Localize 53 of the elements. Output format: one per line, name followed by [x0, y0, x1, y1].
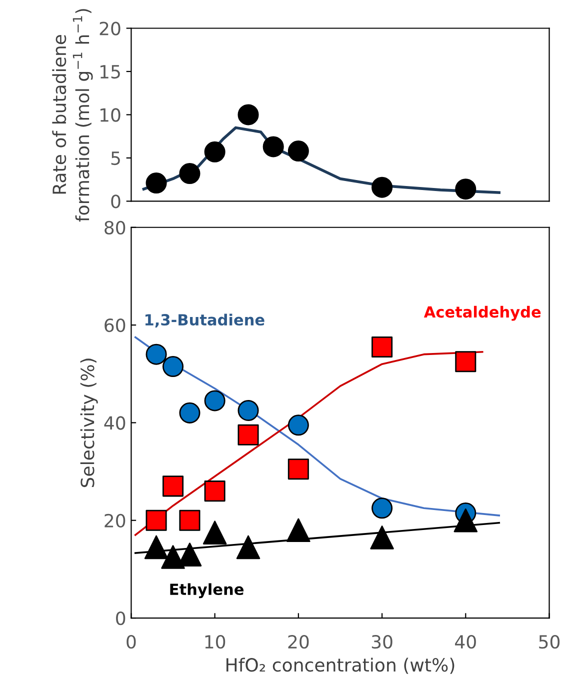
- y-tick-label: 20: [100, 22, 120, 36]
- y-axis-title: Selectivity (%): [80, 358, 98, 488]
- point: [202, 520, 227, 544]
- point: [238, 424, 259, 446]
- y-axis-title: Rate of butadiene formation (mol g$^{−1}$ h$^{−1}$): [52, 9, 93, 222]
- point: [179, 510, 200, 531]
- point: [455, 351, 476, 372]
- y-tick-label: 5: [111, 152, 120, 166]
- point: [372, 498, 393, 519]
- x-axis-title: HfO₂ concentration (wt%): [226, 658, 454, 674]
- x-tick-label: 10: [205, 635, 226, 649]
- point: [146, 172, 167, 194]
- point: [146, 510, 167, 531]
- point: [454, 508, 478, 532]
- point: [262, 136, 284, 158]
- point: [162, 476, 184, 497]
- point: [372, 336, 393, 358]
- point: [288, 458, 309, 480]
- x-tick-label: 30: [372, 635, 392, 649]
- point: [455, 178, 476, 200]
- y-tick-label: 80: [104, 220, 126, 234]
- point: [236, 535, 260, 560]
- line-series: [134, 350, 484, 536]
- point: [146, 344, 167, 365]
- series-label: Ethylene: [170, 583, 244, 598]
- x-tick-label: 20: [288, 635, 309, 649]
- point: [288, 414, 309, 436]
- y-tick-label: 60: [104, 318, 126, 332]
- point: [204, 141, 226, 162]
- y-tick-label: 0: [116, 611, 126, 626]
- y-tick-label: 40: [104, 416, 126, 430]
- point: [204, 390, 226, 412]
- point: [204, 480, 226, 502]
- point: [144, 535, 168, 560]
- point: [238, 104, 259, 126]
- point: [162, 356, 184, 378]
- x-tick-label: 50: [539, 635, 560, 649]
- point: [288, 140, 309, 162]
- text: Acetaldehyde: [424, 306, 541, 321]
- point: [370, 526, 394, 550]
- point: [238, 400, 259, 422]
- y-tick-label: 15: [100, 65, 120, 79]
- y-tick-label: 20: [104, 514, 126, 528]
- point: [179, 163, 200, 184]
- point: [286, 518, 310, 542]
- y-tick-label: 0: [111, 194, 120, 208]
- x-tick-label: 0: [126, 635, 136, 649]
- point: [179, 402, 200, 424]
- x-tick-label: 40: [455, 635, 476, 649]
- point: [161, 545, 185, 569]
- point: [372, 176, 393, 198]
- y-tick-label: 10: [100, 108, 120, 122]
- series-label: 1,3-Butadiene: [145, 314, 264, 328]
